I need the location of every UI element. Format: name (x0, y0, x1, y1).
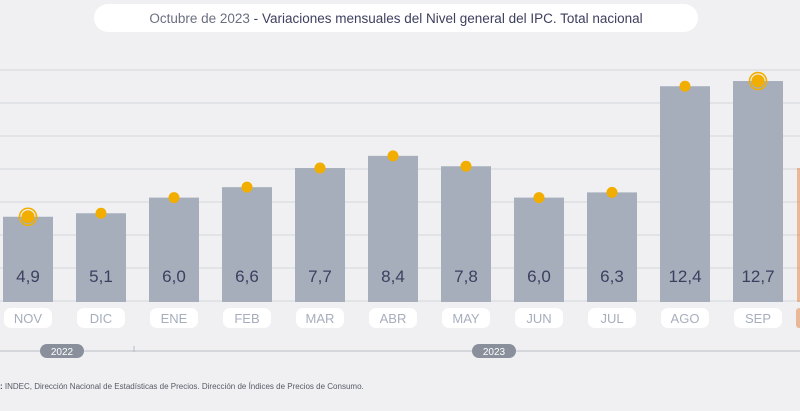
tick-label-ago: AGO (671, 311, 700, 326)
marker-point (751, 74, 765, 88)
year-badge (472, 344, 516, 358)
year-label: 2022 (51, 347, 74, 358)
tick-label-abr: ABR (380, 311, 407, 326)
marker-highlight-ring (748, 71, 768, 91)
marker-point (533, 192, 545, 204)
marker-point (21, 210, 35, 224)
bar-ene (149, 197, 199, 302)
title-date: Octubre de 2023 (149, 10, 250, 26)
next-pill-partial (796, 308, 800, 328)
bar-value-label: 4,9 (16, 267, 40, 286)
title-separator: - (253, 10, 259, 26)
bar-value-label: 7,7 (308, 267, 332, 286)
next-bar-partial (797, 168, 800, 302)
bar-value-label: 12,7 (741, 267, 774, 286)
marker-point (460, 160, 472, 172)
category-pill (77, 308, 125, 328)
category-pill (734, 308, 782, 328)
bar-value-label: 6,6 (235, 267, 259, 286)
tick-label-jul: JUL (600, 311, 623, 326)
bar-mar (295, 168, 345, 302)
category-pill (442, 308, 490, 328)
marker-point (606, 186, 618, 198)
tick-label-feb: FEB (234, 311, 259, 326)
tick-label-ene: ENE (161, 311, 188, 326)
chart-title: Octubre de 2023 - Variaciones mensuales … (94, 4, 698, 32)
bar-may (441, 166, 491, 302)
bar-value-label: 8,4 (381, 267, 405, 286)
tick-label-may: MAY (452, 311, 480, 326)
bar-value-label: 6,0 (527, 267, 551, 286)
marker-point (168, 192, 180, 204)
category-pill (296, 308, 344, 328)
marker-point (314, 162, 326, 174)
category-pill (661, 308, 709, 328)
tick-label-dic: DIC (90, 311, 112, 326)
bar-value-label: 7,8 (454, 267, 478, 286)
tick-label-nov: NOV (14, 311, 43, 326)
bar-dic (76, 213, 126, 302)
marker-highlight-ring (18, 207, 38, 227)
title-main: Variaciones mensuales del Nivel general … (261, 10, 643, 26)
bar-jul (587, 192, 637, 302)
bars-group: 4,9 5,1 6,0 6,6 7,7 8,4 7,8 6,0 6,3 12,4 12,7 (3, 71, 800, 328)
tick-label-mar: MAR (306, 311, 335, 326)
category-pill (369, 308, 417, 328)
marker-point (387, 150, 399, 162)
category-pill (150, 308, 198, 328)
source-note: : INDEC, Dirección Nacional de Estadísti… (0, 382, 364, 391)
bar-abr (368, 155, 418, 302)
marker-point (241, 181, 253, 193)
bar-value-label: 6,0 (162, 267, 186, 286)
bar-jun (514, 197, 564, 302)
x-axis-group: NOV DIC ENE FEB MAR ABR MAY JUN JUL AGO SEP 2022 202… (0, 308, 800, 358)
bar-value-label: 12,4 (668, 267, 701, 286)
category-pill (223, 308, 271, 328)
category-pill (588, 308, 636, 328)
source-text: INDEC, Dirección Nacional de Estadística… (4, 382, 364, 391)
bar-sep (733, 81, 783, 303)
marker-point (679, 80, 691, 92)
tick-label-sep: SEP (745, 311, 771, 326)
bar-feb (222, 187, 272, 302)
year-badge (40, 344, 84, 358)
category-pill (4, 308, 52, 328)
bar-nov (3, 216, 53, 302)
tick-label-jun: JUN (526, 311, 551, 326)
bar-value-label: 5,1 (89, 267, 113, 286)
category-pill (515, 308, 563, 328)
year-label: 2023 (483, 347, 506, 358)
bar-value-label: 6,3 (600, 267, 624, 286)
bar-ago (660, 86, 710, 303)
marker-point (95, 207, 107, 219)
